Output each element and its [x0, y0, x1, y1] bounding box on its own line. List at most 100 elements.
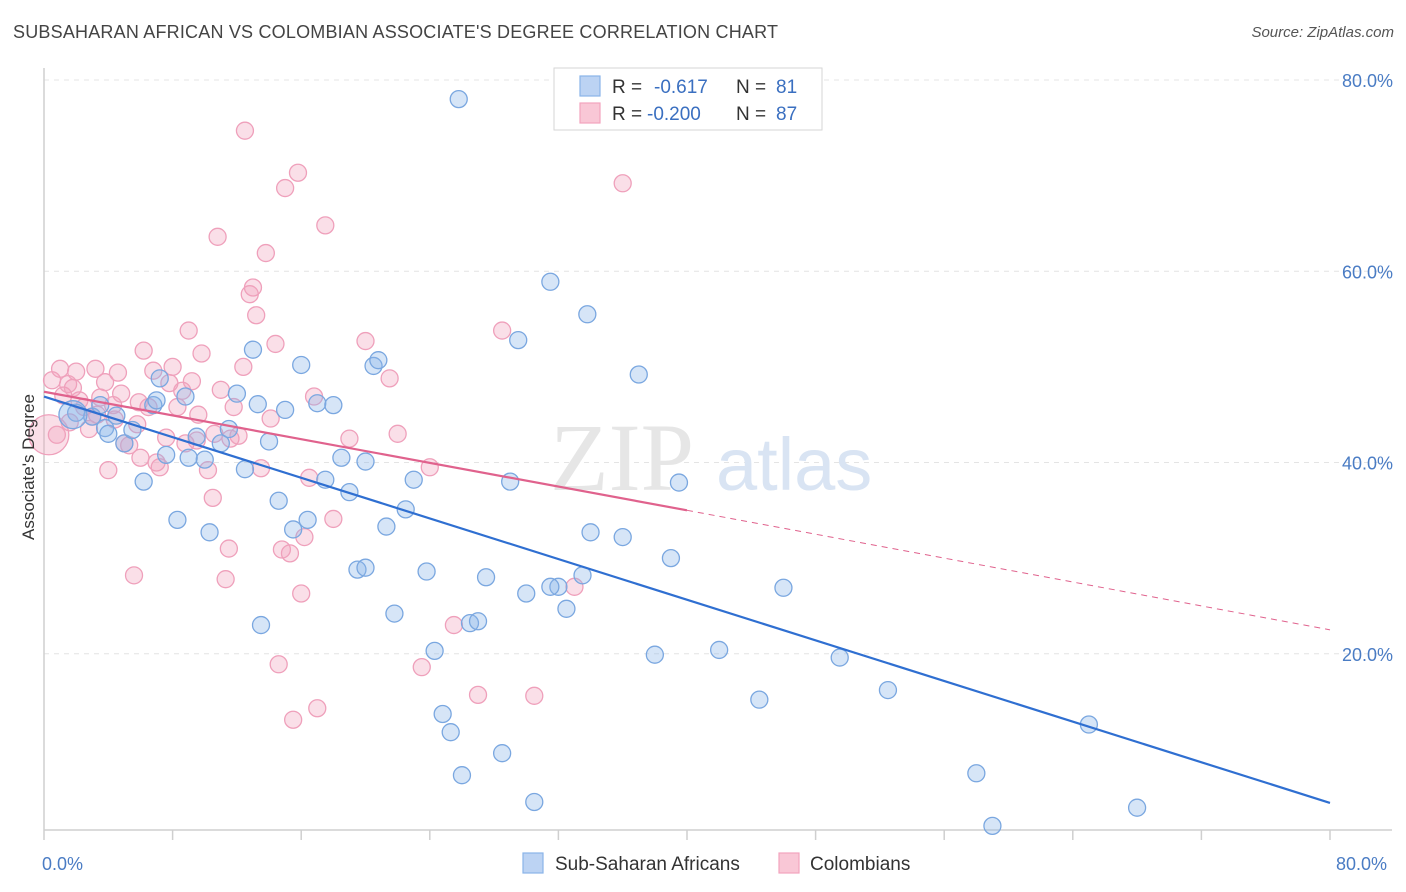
- sub-saharan-point-51: [525, 792, 544, 812]
- y-axis-label: Associate's Degree: [19, 394, 38, 540]
- sub-saharan-point-23: [275, 400, 295, 420]
- x-tick-marks: [43, 830, 1331, 840]
- sub-saharan-point-6: [134, 472, 153, 491]
- legend-n-value-1: 81: [776, 77, 797, 98]
- colombian-point-83: [47, 425, 67, 444]
- sub-saharan-point-58: [613, 527, 632, 547]
- series-legend: Sub-Saharan Africans Colombians: [522, 852, 910, 875]
- sub-saharan-point-37: [385, 604, 404, 623]
- sub-saharan-point-14: [200, 523, 219, 542]
- colombian-point-24: [179, 321, 198, 340]
- sub-saharan-point-38: [396, 500, 415, 519]
- trend-lines: [43, 390, 1331, 804]
- sub-saharan-point-35: [369, 351, 388, 370]
- sub-saharan-point-69: [983, 816, 1002, 836]
- y-tick-label-80: 80.0%: [1342, 71, 1393, 91]
- sub-saharan-point-34: [364, 356, 383, 376]
- colombian-point-31: [211, 380, 230, 399]
- colombian-point-36: [235, 121, 255, 140]
- colombian-point-44: [269, 655, 288, 674]
- sub-saharan-point-43: [441, 723, 460, 742]
- y-tick-label-20: 20.0%: [1342, 645, 1393, 665]
- colombian-point-29: [203, 488, 222, 508]
- sub-saharan-point-79: [147, 391, 166, 410]
- legend-r-value-2: -0.200: [647, 104, 701, 125]
- sub-saharan-point-49: [509, 330, 528, 350]
- sub-saharan-point-64: [750, 690, 769, 709]
- bottom-legend-swatch-pink: [778, 852, 800, 874]
- colombian-point-1: [50, 359, 70, 378]
- sub-saharan-point-47: [492, 744, 512, 763]
- sub-saharan-point-11: [176, 387, 195, 406]
- colombian-point-66: [525, 686, 544, 705]
- colombian-point-55: [316, 216, 335, 235]
- x-tick-label-max: 80.0%: [1336, 854, 1387, 874]
- sub-saharan-point-29: [324, 395, 343, 415]
- colombian-point-72: [112, 384, 131, 403]
- bottom-legend-swatch-blue: [522, 852, 544, 874]
- x-tick-label-min: 0.0%: [42, 854, 83, 874]
- sub-saharan-point-63: [710, 640, 729, 660]
- colombian-point-65: [492, 321, 512, 340]
- sub-saharan-point-41: [425, 641, 444, 661]
- colombian-point-54: [308, 699, 327, 718]
- sub-saharan-point-66: [830, 648, 849, 667]
- sub-saharan-point-25: [292, 355, 311, 375]
- y-tick-label-40: 40.0%: [1342, 454, 1393, 474]
- legend-n-value-2: 87: [776, 104, 797, 125]
- colombian-point-60: [388, 424, 407, 443]
- colombian-point-64: [468, 685, 488, 705]
- colombian-point-56: [324, 509, 343, 529]
- sub-saharan-point-21: [259, 432, 279, 451]
- colombian-point-28: [198, 460, 218, 480]
- colombian-point-61: [412, 657, 431, 677]
- sub-saharan-point-18: [235, 460, 255, 479]
- legend-swatch-blue: [579, 75, 601, 97]
- colombian-point-30: [208, 227, 227, 246]
- watermark-zip: ZIP: [550, 404, 694, 511]
- legend-r-label-1: R =: [612, 77, 642, 98]
- colombian-point-11: [108, 363, 128, 382]
- colombian-trend-line-extension: [686, 509, 1331, 631]
- sub-saharan-points: [58, 89, 1147, 836]
- sub-saharan-point-17: [227, 384, 247, 403]
- colombian-point-50: [292, 584, 311, 603]
- sub-saharan-point-26: [298, 510, 317, 530]
- sub-saharan-point-59: [629, 365, 648, 384]
- colombian-point-41: [256, 243, 275, 263]
- colombian-point-68: [613, 174, 632, 193]
- colombian-point-49: [288, 163, 308, 182]
- colombian-point-47: [280, 544, 300, 563]
- sub-saharan-point-61: [661, 548, 681, 568]
- colombian-point-57: [340, 429, 359, 448]
- sub-saharan-point-71: [1127, 798, 1147, 817]
- sub-saharan-point-24: [284, 520, 303, 539]
- colombian-point-7: [86, 359, 105, 378]
- colombian-cluster-point: [28, 414, 70, 456]
- legend-n-label-2: N =: [736, 104, 766, 125]
- colombian-point-82: [67, 362, 86, 381]
- sub-saharan-point-50: [517, 584, 536, 603]
- y-tick-labels: 20.0% 40.0% 60.0% 80.0%: [1342, 71, 1393, 665]
- sub-saharan-point-77: [179, 448, 198, 467]
- colombian-point-75: [160, 373, 179, 393]
- sub-saharan-point-36: [377, 517, 396, 536]
- sub-saharan-point-40: [417, 562, 436, 581]
- sub-saharan-point-4: [115, 434, 134, 453]
- colombian-point-32: [216, 570, 235, 589]
- sub-saharan-point-76: [541, 577, 560, 596]
- sub-saharan-point-10: [168, 510, 187, 530]
- bottom-legend-label-blue: Sub-Saharan Africans: [555, 854, 740, 875]
- source-label: Source: ZipAtlas.com: [1251, 24, 1394, 41]
- colombian-point-16: [134, 341, 153, 360]
- sub-saharan-point-30: [332, 448, 351, 467]
- chart-title: SUBSAHARAN AFRICAN VS COLOMBIAN ASSOCIAT…: [13, 22, 779, 42]
- sub-saharan-point-44: [452, 766, 472, 785]
- colombian-point-9: [99, 460, 118, 480]
- legend-r-label-2: R =: [612, 104, 642, 125]
- colombian-point-25: [182, 372, 202, 391]
- sub-saharan-point-56: [578, 305, 597, 324]
- sub-saharan-point-46: [476, 568, 496, 587]
- sub-saharan-trend-line: [43, 395, 1331, 804]
